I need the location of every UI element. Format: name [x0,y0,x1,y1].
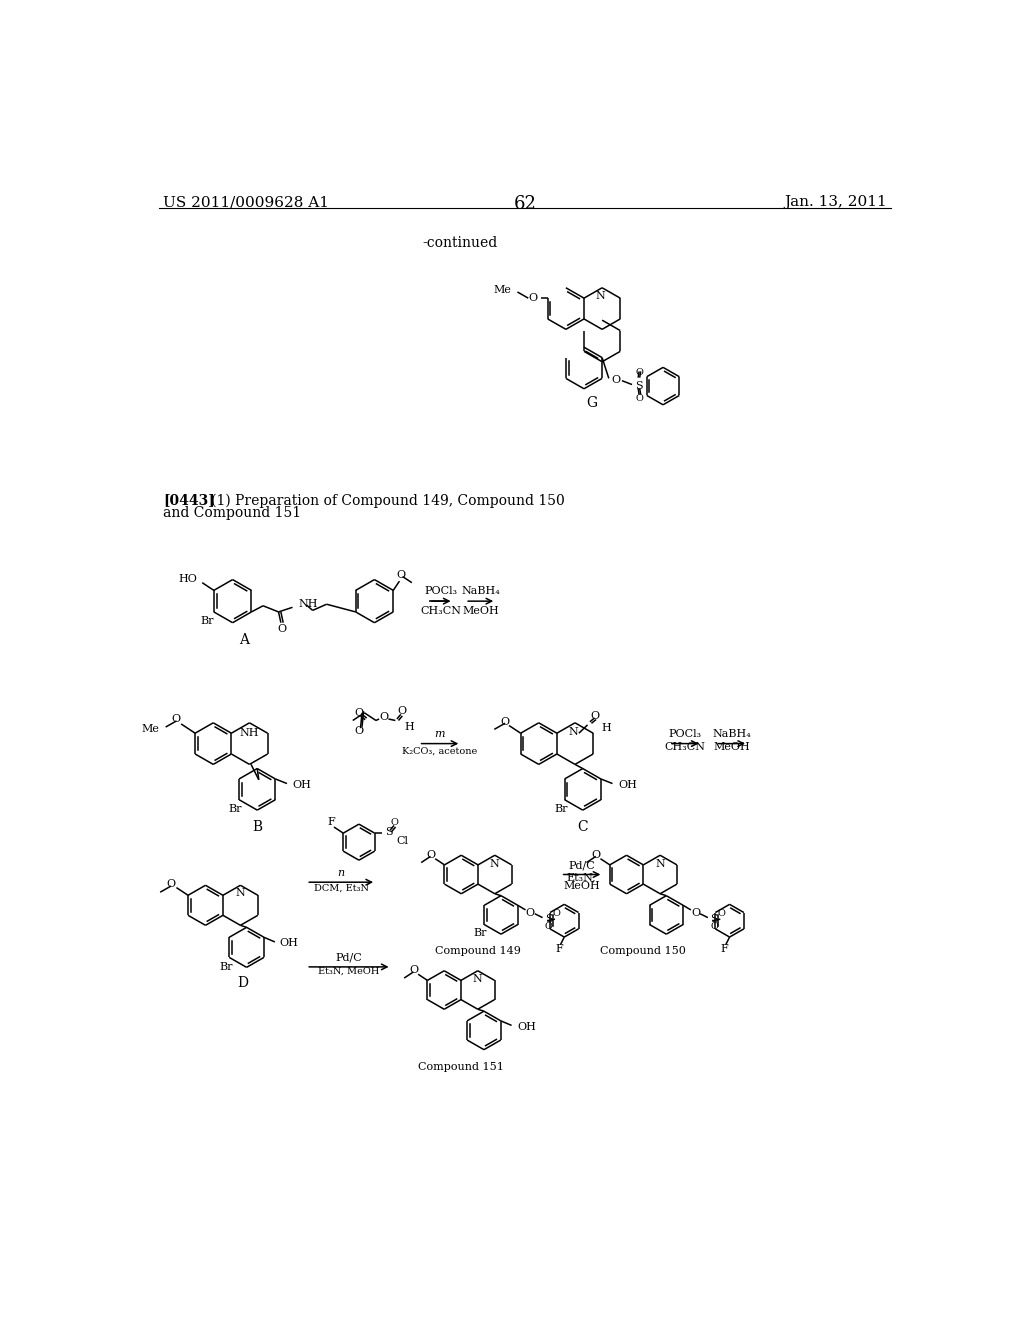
Text: Br: Br [228,804,242,814]
Text: Et₃N,: Et₃N, [566,871,596,882]
Text: CH₃CN: CH₃CN [665,742,706,752]
Text: DCM, Et₃N: DCM, Et₃N [313,884,369,892]
Text: Br: Br [201,616,214,626]
Text: m: m [434,730,444,739]
Text: MeOH: MeOH [714,742,751,752]
Text: CH₃CN: CH₃CN [421,606,462,616]
Text: C: C [578,820,588,834]
Text: O: O [611,375,621,385]
Text: O: O [553,908,560,917]
Text: NaBH₄: NaBH₄ [713,730,751,739]
Text: NH: NH [240,729,259,738]
Text: Compound 151: Compound 151 [418,1063,504,1072]
Text: K₂CO₃, acetone: K₂CO₃, acetone [402,747,477,756]
Text: O: O [718,908,726,917]
Text: MeOH: MeOH [563,880,600,891]
Text: F: F [327,817,335,828]
Text: O: O [525,908,535,917]
Text: Me: Me [494,285,511,296]
Text: N: N [489,859,500,869]
Text: O: O [391,818,398,826]
Text: H: H [404,722,415,731]
Text: n: n [338,869,345,878]
Text: G: G [586,396,597,411]
Text: POCl₃: POCl₃ [669,730,701,739]
Text: O: O [354,726,364,737]
Text: N: N [655,859,665,869]
Text: Br: Br [554,804,567,814]
Text: F: F [720,944,728,954]
Text: POCl₃: POCl₃ [425,586,458,597]
Text: O: O [691,908,700,917]
Text: MeOH: MeOH [462,606,499,616]
Text: Compound 149: Compound 149 [435,946,521,957]
Text: O: O [635,393,643,403]
Text: O: O [396,570,406,579]
Text: O: O [501,717,510,726]
Text: NaBH₄: NaBH₄ [461,586,500,597]
Text: A: A [240,634,249,647]
Text: NH: NH [299,599,318,610]
Text: O: O [278,624,287,634]
Text: O: O [591,850,600,859]
Text: Compound 150: Compound 150 [600,946,686,957]
Text: H: H [601,723,611,733]
Text: O: O [167,879,175,888]
Text: Jan. 13, 2011: Jan. 13, 2011 [784,195,887,210]
Text: and Compound 151: and Compound 151 [163,507,301,520]
Text: OH: OH [293,780,311,791]
Text: B: B [252,820,262,834]
Text: Me: Me [141,723,160,734]
Text: F: F [555,944,563,954]
Text: O: O [711,923,718,932]
Text: O: O [379,711,388,722]
Text: O: O [545,923,553,932]
Text: O: O [409,965,418,975]
Text: N: N [568,727,579,737]
Text: S: S [545,915,553,924]
Text: Pd/C: Pd/C [568,861,595,870]
Text: Et₃N, MeOH: Et₃N, MeOH [318,966,380,975]
Text: O: O [426,850,435,859]
Text: [0443]: [0443] [163,494,215,507]
Text: Pd/C: Pd/C [336,953,362,962]
Text: OH: OH [518,1022,537,1032]
Text: US 2011/0009628 A1: US 2011/0009628 A1 [163,195,329,210]
Text: Br: Br [474,928,487,939]
Text: O: O [397,706,407,717]
Text: -continued: -continued [423,236,498,249]
Text: N: N [596,292,605,301]
Text: (1) Preparation of Compound 149, Compound 150: (1) Preparation of Compound 149, Compoun… [198,494,564,508]
Text: O: O [591,710,600,721]
Text: S: S [711,915,718,924]
Text: O: O [354,708,364,718]
Text: HO: HO [178,574,197,583]
Text: 62: 62 [513,195,537,214]
Text: OH: OH [617,780,637,791]
Text: S: S [635,381,643,391]
Text: S: S [385,826,392,837]
Text: Cl: Cl [396,836,409,846]
Text: D: D [238,977,248,990]
Text: N: N [236,888,246,899]
Text: O: O [635,368,643,376]
Text: O: O [171,714,180,725]
Text: Br: Br [219,961,232,972]
Text: OH: OH [280,939,298,949]
Text: N: N [473,974,482,985]
Text: O: O [528,293,538,304]
